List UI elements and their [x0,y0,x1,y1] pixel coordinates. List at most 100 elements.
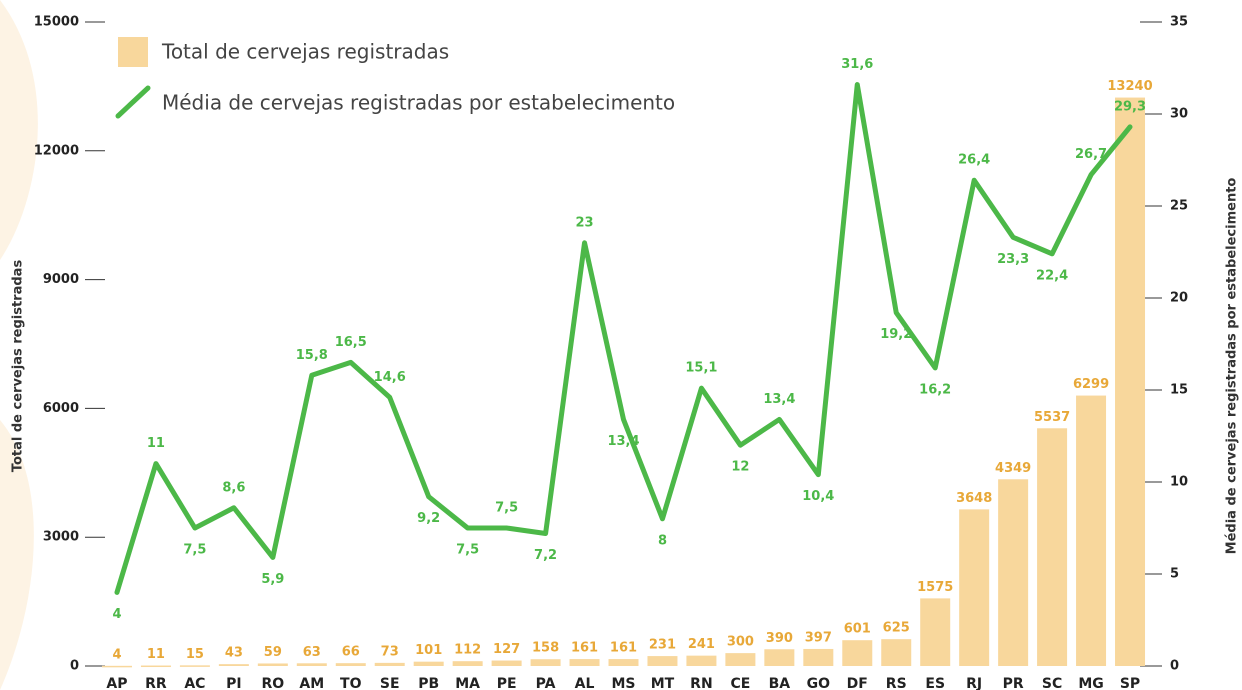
bar-value-label: 43 [225,646,243,661]
bar [1076,395,1107,666]
bar-value-label: 231 [649,638,676,653]
line-value-label: 15,1 [685,361,717,376]
bar-value-label: 300 [727,635,754,650]
x-tick-label: PA [536,676,556,690]
bar [803,648,834,666]
line-value-label: 7,5 [183,543,206,558]
bar [764,649,795,666]
x-tick-label: RR [145,676,167,690]
line-value-label: 16,5 [335,335,367,350]
bar-value-label: 390 [766,631,793,646]
line-value-label: 12 [731,460,749,475]
bar-value-label: 161 [610,641,637,656]
bar [452,661,483,666]
x-tick-label: RN [690,676,713,690]
line-value-label: 29,3 [1114,99,1146,114]
line-value-label: 23 [575,215,593,230]
bar [1115,97,1146,666]
x-tick-label: RS [886,676,907,690]
x-tick-label: PE [497,676,517,690]
y2-tick-label: 15 [1170,383,1188,398]
bar [374,662,405,666]
bar-value-label: 161 [571,641,598,656]
y2-tick-label: 25 [1170,199,1188,214]
y2-tick-label: 10 [1170,475,1188,490]
x-tick-label: AM [299,676,324,690]
x-tick-label: AC [184,676,205,690]
bar [842,640,873,666]
x-tick-label: SE [380,676,400,690]
y-axis-label: Total de cervejas registradas [11,260,26,473]
x-tick-label: RO [261,676,284,690]
bar-value-label: 73 [381,644,399,659]
line-value-label: 22,4 [1036,268,1068,283]
x-tick-label: AP [106,676,127,690]
bar [647,656,678,666]
line-value-label: 7,2 [534,548,557,563]
y-tick-label: 9000 [43,272,79,287]
legend-label: Média de cervejas registradas por estabe… [162,91,675,115]
line-value-label: 13,4 [607,434,639,449]
bar-value-label: 241 [688,637,715,652]
x-tick-label: GO [807,676,830,690]
x-tick-label: ES [925,676,945,690]
legend-label: Total de cervejas registradas [161,40,449,64]
bar-value-label: 127 [493,642,520,657]
line-value-label: 26,7 [1075,147,1107,162]
bar [491,660,522,666]
line-value-label: 15,8 [296,348,328,363]
line-value-label: 7,5 [495,501,518,516]
x-tick-label: MG [1078,676,1103,690]
bar [296,663,327,666]
bar [101,665,132,668]
line-value-label: 8 [658,533,667,548]
y2-tick-label: 35 [1170,15,1188,30]
bar [179,665,210,667]
y-tick-label: 3000 [43,530,79,545]
y-tick-label: 0 [70,659,79,674]
bar [998,479,1029,666]
bar-value-label: 625 [883,621,910,636]
bar [881,639,912,666]
line-value-label: 7,5 [456,543,479,558]
x-tick-label: MT [651,676,675,690]
line-value-label: 5,9 [261,572,284,587]
legend-swatch [115,85,151,119]
bar-value-label: 101 [415,643,442,658]
line-value-label: 31,6 [841,57,873,72]
bar [959,509,990,666]
bar [257,663,288,666]
bar [140,665,171,668]
bar-value-label: 4349 [995,461,1031,476]
y2-tick-label: 0 [1170,659,1179,674]
line-value-label: 14,6 [374,370,406,385]
bar [218,664,249,666]
bar [569,659,600,666]
x-tick-label: PB [418,676,439,690]
x-tick-label: PI [226,676,241,690]
line-value-label: 10,4 [802,489,834,504]
bar-value-label: 6299 [1073,377,1109,392]
y-tick-label: 12000 [34,143,79,158]
x-tick-label: BA [769,676,791,690]
line [114,82,1133,595]
background-shape [0,420,34,690]
line-value-label: 13,4 [763,392,795,407]
y2-tick-label: 20 [1170,291,1188,306]
y-tick-label: 15000 [34,15,79,30]
x-tick-label: MA [455,676,480,690]
x-tick-label: CE [730,676,750,690]
bar [608,659,639,666]
y2-axis-label: Média de cervejas registradas por estabe… [1225,178,1240,555]
bar-value-label: 1575 [917,580,953,595]
bar [530,659,561,666]
bar-value-label: 11 [147,647,165,662]
line-value-label: 26,4 [958,153,990,168]
line-value-label: 19,2 [880,327,912,342]
legend-swatch [118,37,148,67]
x-tick-label: MS [611,676,635,690]
y2-tick-label: 30 [1170,107,1188,122]
x-tick-label: RJ [966,676,982,690]
line-value-label: 8,6 [222,480,245,495]
bar-value-label: 66 [342,645,360,660]
